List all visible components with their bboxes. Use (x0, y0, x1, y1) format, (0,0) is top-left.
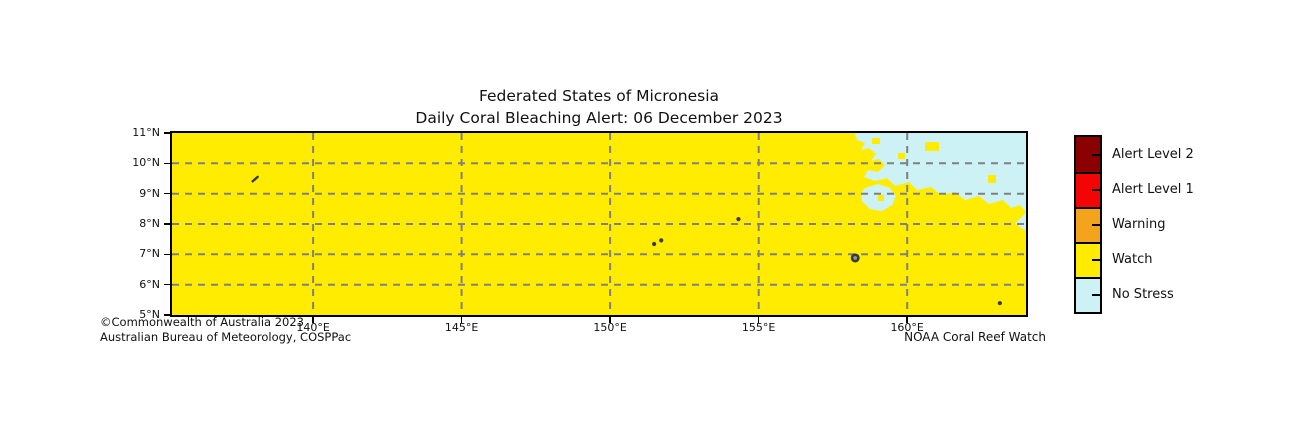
x-axis-tick-label: 160°E (890, 321, 924, 334)
watch-patch (898, 153, 905, 159)
y-axis-tick (164, 162, 170, 165)
y-axis-tick-label: 5°N (139, 308, 160, 321)
noaa-credit: NOAA Coral Reef Watch (904, 330, 1046, 344)
y-axis-tick-label: 11°N (132, 126, 160, 139)
chart-title-line2: Daily Coral Bleaching Alert: 06 December… (415, 109, 783, 127)
y-axis-tick (164, 223, 170, 225)
y-axis-tick-label: 8°N (139, 217, 160, 230)
legend-tick (1092, 223, 1100, 226)
island-mark (997, 301, 1002, 306)
x-axis-tick-label: 155°E (741, 321, 776, 334)
chart-title-line1: Federated States of Micronesia (478, 87, 720, 105)
watch-patch (878, 195, 884, 201)
legend-label: Watch (1112, 251, 1153, 267)
island-mark (251, 175, 259, 183)
no-stress-region (855, 133, 1026, 230)
legend-tick (1092, 293, 1100, 296)
y-axis-tick (164, 132, 170, 134)
attribution-line2: Australian Bureau of Meteorology, COSPPa… (100, 330, 352, 344)
y-axis-tick-label: 10°N (132, 156, 160, 170)
legend-tick (1092, 188, 1100, 191)
y-axis-tick-label: 9°N (139, 186, 160, 200)
x-axis-tick (312, 317, 314, 323)
attribution-line1: ©Commonwealth of Australia 2023 (100, 315, 305, 329)
x-axis-tick (460, 317, 463, 323)
legend-label: No Stress (1112, 286, 1174, 302)
y-axis-tick (164, 192, 170, 195)
y-axis-tick-label: 7°N (139, 247, 160, 261)
legend-label: Alert Level 1 (1112, 181, 1194, 197)
legend-label: Alert Level 2 (1112, 146, 1194, 162)
legend-colorbar (1074, 135, 1102, 314)
y-axis-tick (164, 253, 170, 256)
watch-patch (988, 175, 996, 183)
x-axis-tick (757, 317, 760, 323)
y-axis-tick-label: 6°N (139, 277, 160, 291)
island-mark (736, 217, 741, 222)
map-plot-area (170, 131, 1028, 317)
legend-tick (1092, 258, 1100, 261)
alert-status-map (172, 133, 1026, 315)
x-axis-tick-label: 150°E (593, 321, 627, 334)
x-axis-tick-label: 145°E (444, 321, 479, 334)
island-mark-center (853, 256, 857, 260)
x-axis-tick (609, 317, 611, 323)
y-axis-tick (164, 283, 170, 286)
island-mark (659, 238, 664, 243)
legend-tick (1092, 153, 1100, 156)
y-axis-tick (164, 314, 170, 316)
x-axis-tick-label: 140°E (296, 321, 330, 334)
watch-patch (925, 142, 939, 151)
legend-label: Warning (1112, 216, 1166, 232)
x-axis-tick (906, 317, 908, 323)
watch-patch (872, 138, 880, 144)
chart-title: Federated States of Micronesia Daily Cor… (172, 85, 1026, 129)
island-mark (652, 241, 657, 247)
